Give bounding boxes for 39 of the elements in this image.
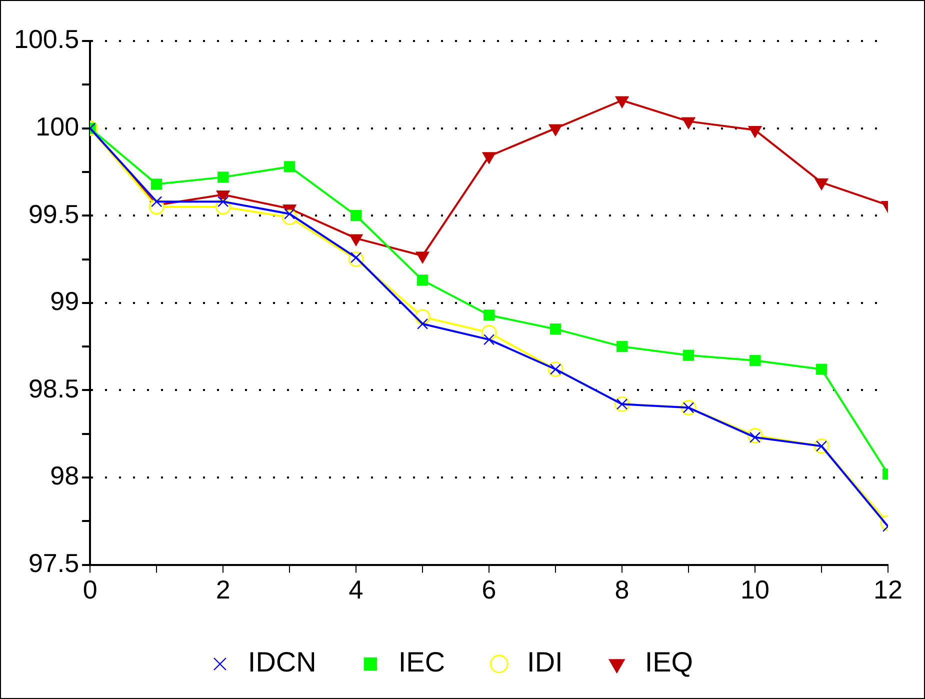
point [615,96,629,108]
point [814,178,828,190]
y-tick-label: 98 [50,460,80,491]
point [416,274,428,286]
y-tick-label: 99 [50,286,80,316]
y-tick-label: 97.5 [28,548,80,578]
x-tick-label: 8 [614,574,630,605]
x-tick-label: 6 [482,574,496,605]
point [682,350,694,361]
legend-label: IEQ [644,646,694,678]
point [482,152,496,164]
point [350,210,362,222]
y-tick-label: 100 [36,111,80,142]
point [682,117,696,129]
point [416,252,430,264]
legend-label: IDCN [248,646,316,678]
legend-label: IDI [527,646,563,678]
y-tick-label: 99.5 [28,198,80,229]
x-tick-label: 0 [82,574,98,605]
y-tick-label: 100.5 [14,24,80,54]
point [151,178,162,190]
point [483,334,495,346]
point [416,318,428,330]
x-tick-label: 4 [348,574,364,605]
point [748,126,762,138]
y-tick-label: 98.5 [28,373,80,404]
point [548,124,562,136]
point [816,364,828,375]
point [616,341,628,352]
x-tick-label: 12 [874,574,902,605]
point [218,172,229,183]
point [284,161,296,172]
x-tick-label: 2 [216,574,230,605]
point [749,354,761,366]
point [483,310,495,321]
legend-label: IEC [398,646,446,678]
x-tick-label: 10 [740,574,770,605]
point [550,324,562,335]
point [349,234,363,246]
